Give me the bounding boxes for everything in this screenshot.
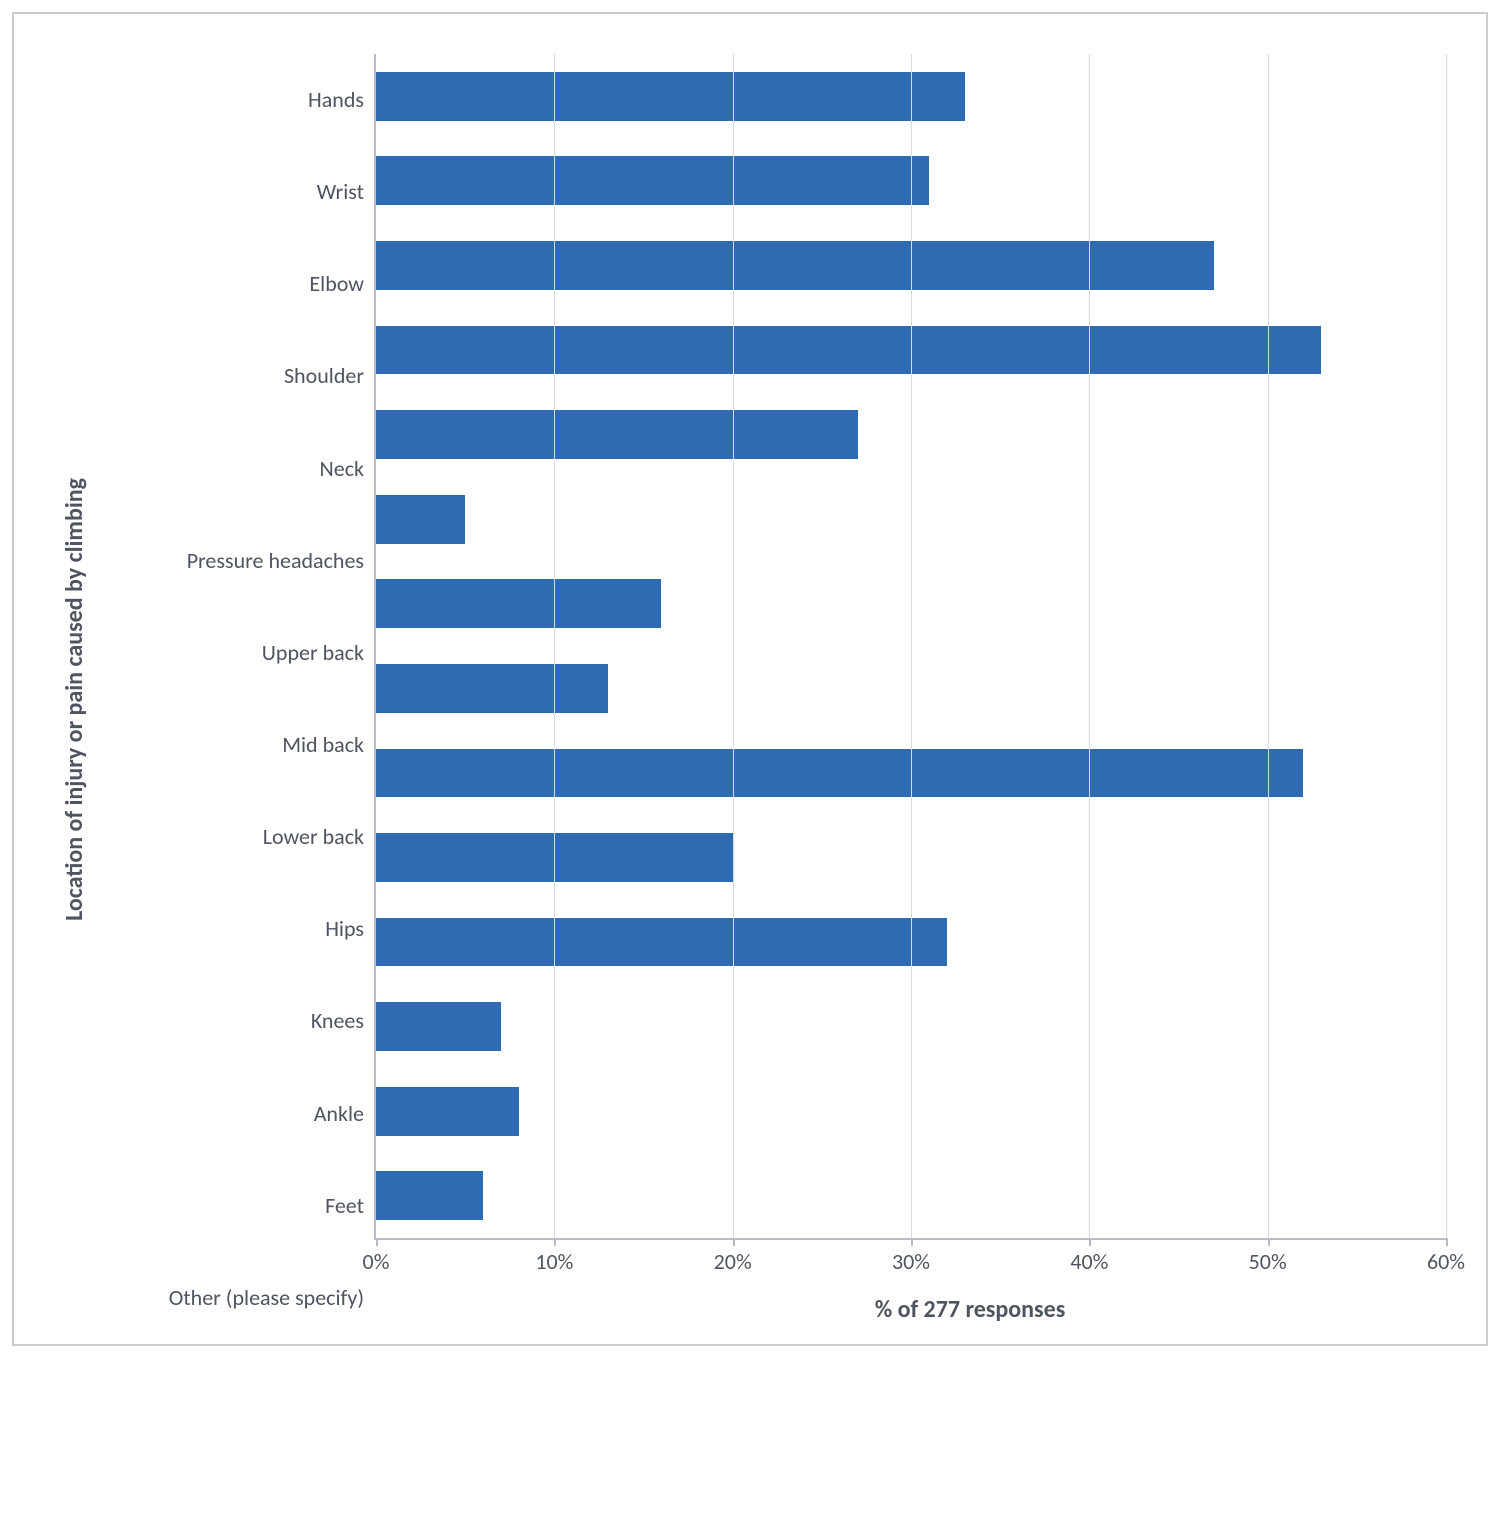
bar — [376, 326, 1321, 375]
bar — [376, 1171, 483, 1220]
x-axis-tick-labels: 0%10%20%30%40%50%60% — [374, 1240, 1446, 1270]
gridline — [1089, 54, 1090, 1238]
x-tick-label: 30% — [892, 1248, 930, 1275]
category-label: Other (please specify) — [74, 1252, 364, 1344]
x-tick-label: 40% — [1070, 1248, 1108, 1275]
category-label: Hips — [74, 883, 364, 975]
bar — [376, 918, 947, 967]
x-axis-title: % of 277 responses — [374, 1270, 1446, 1344]
category-label: Mid back — [74, 699, 364, 791]
bar — [376, 1087, 519, 1136]
gridline — [1268, 54, 1269, 1238]
category-label: Feet — [74, 1160, 364, 1252]
x-tick-label: 0% — [363, 1248, 390, 1275]
category-label: Ankle — [74, 1068, 364, 1160]
y-axis-title-container: Location of injury or pain caused by cli… — [14, 54, 74, 1344]
chart-body: Location of injury or pain caused by cli… — [14, 14, 1486, 1344]
bar — [376, 72, 965, 121]
category-label: Upper back — [74, 607, 364, 699]
bar — [376, 749, 1303, 798]
category-label: Knees — [74, 975, 364, 1067]
category-label: Elbow — [74, 238, 364, 330]
gridline — [1446, 54, 1447, 1238]
category-label: Hands — [74, 54, 364, 146]
y-axis-title: Location of injury or pain caused by cli… — [60, 478, 89, 921]
plot-area — [374, 54, 1446, 1240]
category-label: Pressure headaches — [74, 515, 364, 607]
category-label: Neck — [74, 423, 364, 515]
category-label: Lower back — [74, 791, 364, 883]
gridline — [733, 54, 734, 1238]
bar — [376, 495, 465, 544]
x-tick-mark — [1446, 1238, 1448, 1246]
gridline — [911, 54, 912, 1238]
x-tick-label: 60% — [1427, 1248, 1465, 1275]
bar — [376, 664, 608, 713]
x-tick-label: 10% — [535, 1248, 573, 1275]
x-tick-label: 20% — [714, 1248, 752, 1275]
gridline — [554, 54, 555, 1238]
category-label: Shoulder — [74, 330, 364, 422]
category-label: Wrist — [74, 146, 364, 238]
x-tick-label: 50% — [1249, 1248, 1287, 1275]
bar — [376, 156, 929, 205]
bar — [376, 579, 661, 628]
bar — [376, 410, 858, 459]
bar — [376, 1002, 501, 1051]
category-labels-column: HandsWristElbowShoulderNeckPressure head… — [74, 54, 374, 1344]
plot-column: 0%10%20%30%40%50%60% % of 277 responses — [374, 54, 1486, 1344]
chart-frame: Location of injury or pain caused by cli… — [12, 12, 1488, 1346]
